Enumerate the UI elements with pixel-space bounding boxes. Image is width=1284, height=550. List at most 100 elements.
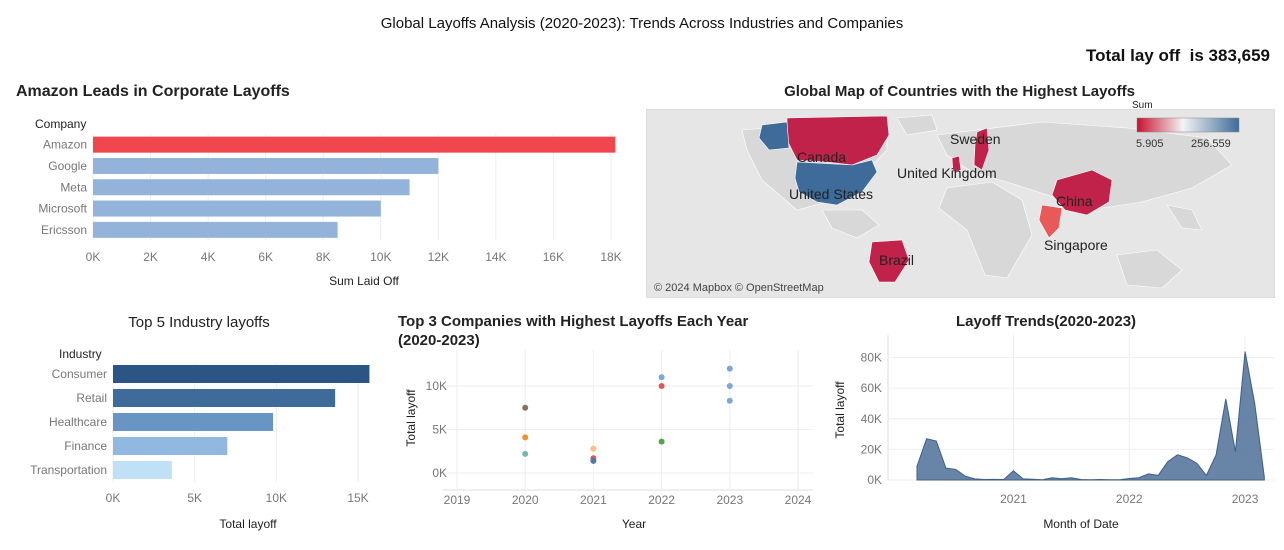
- bar-healthcare: [113, 413, 274, 431]
- map-country-alaska: [758, 121, 790, 151]
- bar-consumer: [113, 365, 370, 383]
- map-label-singapore: Singapore: [1044, 237, 1108, 253]
- x-tick-label: 2022: [1116, 492, 1143, 506]
- x-tick-label: 2022: [648, 493, 675, 507]
- map-label-uk: United Kingdom: [897, 165, 997, 181]
- bar-meta: [93, 179, 410, 196]
- scatter-point: [726, 383, 733, 389]
- x-tick-label: 0K: [106, 491, 121, 505]
- x-axis-title: Year: [622, 517, 646, 531]
- bar-retail: [113, 389, 336, 407]
- category-label: Ericsson: [41, 223, 87, 237]
- y-tick-label: 60K: [861, 381, 882, 395]
- map-country-sweden: [973, 127, 990, 171]
- x-tick-label: 2021: [580, 493, 607, 507]
- x-axis-title: Month of Date: [1043, 517, 1119, 531]
- category-label: Healthcare: [49, 415, 107, 429]
- world-map-canvas: Canada Sweden United Kingdom United Stat…: [654, 110, 1240, 294]
- x-tick-label: 10K: [370, 250, 391, 264]
- y-axis-title: Total layoff: [833, 381, 847, 439]
- y-tick-label: 40K: [861, 412, 882, 426]
- category-label: Meta: [60, 180, 87, 194]
- y-axis-title: Industry: [59, 347, 102, 361]
- y-tick-label: 80K: [861, 351, 882, 365]
- category-label: Microsoft: [38, 202, 87, 216]
- world-map[interactable]: Canada Sweden United Kingdom United Stat…: [646, 109, 1275, 298]
- map-legend-min: 5.905: [1136, 138, 1164, 150]
- category-label: Finance: [64, 439, 107, 453]
- x-tick-label: 2021: [1000, 492, 1027, 506]
- map-attribution: © 2024 Mapbox © OpenStreetMap: [654, 282, 824, 294]
- x-tick-label: 14K: [485, 250, 506, 264]
- category-label: Amazon: [43, 138, 87, 152]
- layoff-area: [916, 351, 1265, 481]
- x-tick-label: 6K: [258, 250, 273, 264]
- x-tick-label: 10K: [266, 491, 287, 505]
- map-legend-bar: [1136, 117, 1240, 133]
- map-country-brazil: [868, 239, 910, 283]
- category-label: Google: [48, 159, 87, 173]
- kpi-label: Total lay off is: [1086, 46, 1204, 65]
- map-label-china: China: [1056, 193, 1093, 209]
- scatter-point: [658, 438, 665, 445]
- y-axis-title: Total layoff: [404, 389, 418, 447]
- map-country-usa: [794, 159, 878, 206]
- y-tick-label: 10K: [426, 379, 447, 393]
- industry-bar-chart[interactable]: 0K 5K 10K 15K Industry Total layoff Consumer Re…: [0, 340, 395, 540]
- scatter-point: [522, 404, 529, 411]
- map-label-sweden: Sweden: [950, 131, 1001, 147]
- bar-google: [93, 157, 439, 174]
- map-country-china: [1051, 169, 1113, 216]
- x-tick-label: 0K: [86, 250, 101, 264]
- x-tick-label: 4K: [201, 250, 216, 264]
- bar-amazon: [93, 136, 616, 153]
- y-tick-label: 20K: [861, 442, 882, 456]
- company-bar-chart[interactable]: 0K 2K 4K 6K 8K 10K 12K 14K 16K 18K Company Sum Laid…: [0, 108, 640, 298]
- bar-ericsson: [93, 221, 338, 238]
- x-tick-label: 2K: [143, 250, 158, 264]
- x-tick-label: 8K: [316, 250, 331, 264]
- x-tick-label: 2024: [785, 493, 812, 507]
- layoff-trend-area-chart[interactable]: 0K 20K 40K 60K 80K 2021 2022 2023 Month of Date T…: [826, 335, 1276, 540]
- kpi-value: 383,659: [1208, 46, 1270, 65]
- y-tick-label: 5K: [432, 423, 447, 437]
- x-tick-label: 16K: [543, 250, 564, 264]
- x-tick-label: 2023: [1232, 492, 1259, 506]
- trend-chart-title: Layoff Trends(2020-2023): [955, 313, 1137, 330]
- map-legend-title-outer: Sum: [1132, 100, 1153, 111]
- x-tick-label: 5K: [187, 491, 202, 505]
- map-title: Global Map of Countries with the Highest…: [784, 83, 1135, 100]
- scatter-point: [658, 374, 665, 381]
- scatter-chart-title: Top 3 Companies with Highest Layoffs Eac…: [398, 313, 749, 349]
- map-label-usa: United States: [789, 186, 873, 202]
- map-label-brazil: Brazil: [879, 252, 914, 268]
- x-axis-title: Sum Laid Off: [329, 274, 399, 288]
- map-country-india: [1038, 204, 1063, 239]
- x-tick-label: 18K: [600, 250, 621, 264]
- map-country-uk: [951, 155, 962, 173]
- kpi-total: Total lay off is 383,659: [1086, 46, 1270, 66]
- x-tick-label: 2019: [444, 493, 471, 507]
- y-tick-label: 0K: [432, 466, 447, 480]
- bar-transportation: [113, 461, 172, 479]
- x-tick-label: 15K: [347, 491, 368, 505]
- y-axis-title: Company: [35, 117, 86, 131]
- x-tick-label: 2023: [716, 493, 743, 507]
- scatter-point: [658, 383, 665, 389]
- x-tick-label: 2020: [512, 493, 539, 507]
- x-axis-title: Total layoff: [219, 517, 277, 531]
- category-label: Consumer: [52, 367, 107, 381]
- x-tick-label: 12K: [428, 250, 449, 264]
- map-legend-title: Sum: [1133, 110, 1154, 113]
- category-label: Transportation: [30, 463, 107, 477]
- bar-finance: [113, 437, 228, 455]
- industry-chart-title: Top 5 Industry layoffs: [128, 314, 270, 331]
- company-chart-title: Amazon Leads in Corporate Layoffs: [16, 83, 290, 100]
- scatter-point: [726, 365, 733, 372]
- scatter-point: [590, 457, 597, 464]
- top-companies-scatter[interactable]: 2019 2020 2021 2022 2023 2024 0K 5K 10K Year Total…: [398, 350, 823, 540]
- scatter-point: [726, 397, 733, 404]
- scatter-point: [590, 445, 597, 452]
- category-label: Retail: [76, 391, 107, 405]
- bar-microsoft: [93, 200, 381, 217]
